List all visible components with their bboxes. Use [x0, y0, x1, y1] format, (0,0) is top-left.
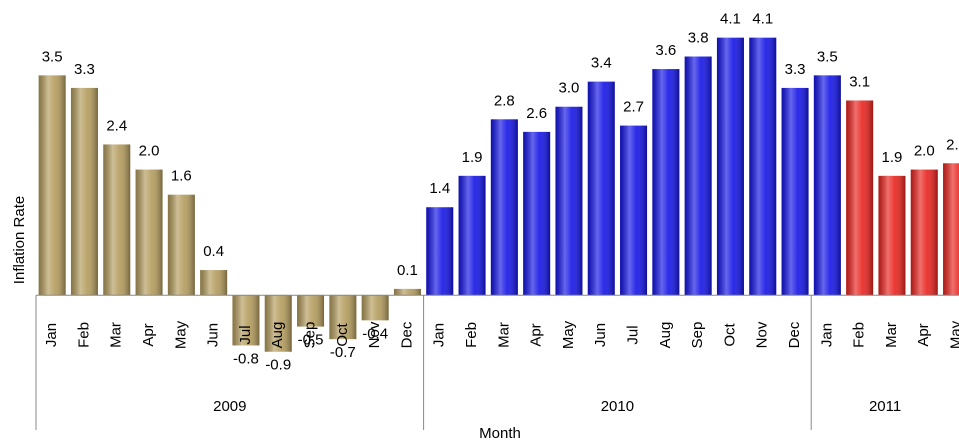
- x-tick-label: Aug: [657, 322, 674, 349]
- x-tick-label: Feb: [463, 322, 480, 348]
- x-tick-label: Nov: [366, 321, 383, 348]
- x-tick-label: Apr: [528, 323, 545, 346]
- value-label: -0.9: [265, 357, 291, 374]
- bar-shine: [426, 207, 454, 296]
- value-label: 1.6: [171, 168, 192, 185]
- x-tick-label: Apr: [915, 323, 932, 346]
- bar-shine: [846, 100, 874, 296]
- value-label: 3.1: [849, 73, 870, 90]
- x-tick-label: Dec: [786, 321, 803, 348]
- x-tick-label: Jan: [43, 323, 60, 347]
- x-tick-label: Oct: [721, 323, 738, 347]
- group-label: 2010: [601, 398, 634, 415]
- x-tick-label: Mar: [883, 322, 900, 348]
- bar-shine: [297, 295, 325, 327]
- x-tick-label: Aug: [269, 322, 286, 349]
- bar-shine: [910, 169, 938, 296]
- bar-shine: [329, 295, 357, 340]
- x-axis-title: Month: [479, 425, 521, 442]
- x-tick-label: Feb: [851, 322, 868, 348]
- bar-shine: [264, 295, 292, 352]
- bar-shine: [167, 194, 195, 296]
- x-tick-label: Dec: [398, 321, 415, 348]
- value-label: 2.0: [139, 143, 160, 160]
- x-tick-label: May: [560, 320, 577, 349]
- bar-shine: [393, 288, 421, 296]
- value-label: 4.1: [720, 11, 741, 28]
- bar-shine: [587, 81, 615, 296]
- x-tick-label: Feb: [75, 322, 92, 348]
- x-tick-label: Nov: [754, 321, 771, 348]
- value-label: 3.0: [559, 80, 580, 97]
- x-tick-label: Jan: [818, 323, 835, 347]
- bar-shine: [878, 175, 906, 296]
- x-tick-label: Sep: [302, 322, 319, 349]
- value-label: 3.5: [817, 48, 838, 65]
- bar-shine: [135, 169, 163, 296]
- x-tick-label: Mar: [108, 322, 125, 348]
- x-tick-label: May: [172, 320, 189, 349]
- group-label: 2009: [213, 398, 246, 415]
- value-label: 3.8: [688, 29, 709, 46]
- value-label: 2.1: [946, 136, 959, 153]
- value-label: 0.1: [397, 262, 418, 279]
- group-label: 2011: [869, 398, 901, 415]
- x-tick-label: Sep: [689, 322, 706, 349]
- bar-shine: [490, 119, 518, 296]
- x-tick-label: Oct: [334, 323, 351, 347]
- bar-shine: [555, 106, 583, 296]
- value-label: 1.4: [429, 180, 450, 197]
- value-label: 0.4: [203, 243, 224, 260]
- bar-shine: [652, 69, 680, 296]
- bar-shine: [716, 37, 744, 296]
- bar-shine: [781, 87, 809, 296]
- bar-shine: [458, 175, 486, 296]
- bar-shine: [70, 87, 98, 296]
- value-label: 1.9: [462, 149, 483, 166]
- value-label: 2.7: [623, 99, 644, 116]
- value-label: -0.4: [362, 325, 388, 342]
- y-axis-title: Inflation Rate: [11, 196, 28, 284]
- value-label: -0.5: [298, 332, 324, 349]
- value-label: 3.4: [591, 55, 612, 72]
- x-tick-label: Jun: [205, 323, 222, 347]
- bar-shine: [200, 270, 228, 296]
- value-label: 2.8: [494, 92, 515, 109]
- value-label: 3.5: [42, 48, 63, 65]
- value-label: 2.4: [106, 117, 127, 134]
- value-label: 3.6: [655, 42, 676, 59]
- bar-shine: [103, 144, 131, 296]
- x-tick-label: Jul: [237, 325, 254, 344]
- value-label: 3.3: [74, 61, 95, 78]
- x-tick-label: Mar: [495, 322, 512, 348]
- x-tick-label: May: [948, 320, 959, 349]
- bar-shine: [523, 131, 551, 296]
- value-label: 3.3: [785, 61, 806, 78]
- x-tick-label: Jul: [625, 325, 642, 344]
- x-tick-label: Jun: [592, 323, 609, 347]
- value-label: 2.6: [526, 105, 547, 122]
- value-label: -0.7: [330, 344, 356, 361]
- bar-shine: [749, 37, 777, 296]
- value-label: 4.1: [752, 11, 773, 28]
- x-tick-label: Apr: [140, 323, 157, 346]
- bar-shine: [943, 163, 959, 296]
- value-label: 1.9: [882, 149, 903, 166]
- x-tick-label: Jan: [431, 323, 448, 347]
- bar-shine: [232, 295, 260, 346]
- value-label: -0.8: [233, 350, 259, 367]
- value-label: 2.0: [914, 143, 935, 160]
- bar-shine: [38, 75, 66, 296]
- bar-shine: [813, 75, 841, 296]
- bar-shine: [620, 125, 648, 296]
- bar-shine: [684, 56, 712, 296]
- bar-shine: [361, 295, 389, 321]
